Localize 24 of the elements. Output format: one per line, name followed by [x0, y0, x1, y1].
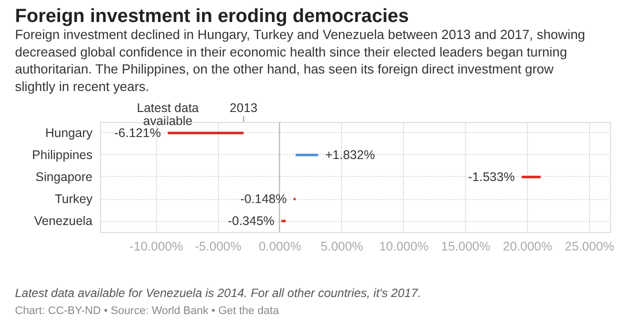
x-tick-label: 25.000% — [564, 240, 614, 254]
x-tick-label: 0.000% — [258, 240, 302, 254]
data-label: +1.832% — [325, 148, 375, 162]
x-tick-label: -10.000% — [129, 240, 183, 254]
text: Chart: CC-BY-ND • Source: World Bank • Get the data — [15, 305, 280, 317]
y-tick-label: Venezuela — [34, 214, 93, 228]
chart-title: Foreign investment in eroding democracies — [15, 6, 409, 27]
text: Latest data available for Venezuela is 2014. For all other countries, it's 2017. — [15, 286, 422, 300]
y-tick-label: Hungary — [45, 126, 94, 140]
x-tick-label: 15.000% — [440, 240, 490, 254]
chart-subtitle: Foreign investment declined in Hungary, Turkey and Venezuela between 2013 and 2017, showing decreased global confidence in their economic health since their elected leaders began turning authoritarian. The Philippines, on the other hand, has seen its foreign direct investment grow slightly in recent years. — [15, 27, 586, 94]
data-label: -0.345% — [228, 214, 274, 228]
x-tick-label: 5.000% — [320, 240, 364, 254]
data-label: -0.148% — [240, 192, 287, 206]
annotation: Latest data available — [136, 101, 199, 128]
data-label: -1.533% — [468, 170, 515, 184]
x-tick-label: -5.000% — [194, 240, 242, 254]
annotation: 2013 — [230, 101, 258, 115]
x-tick-label: 10.000% — [379, 240, 428, 254]
x-tick-label: 20.000% — [502, 240, 552, 254]
y-tick-label: Philippines — [32, 148, 92, 162]
y-tick-label: Turkey — [54, 192, 94, 206]
data-label: -6.121% — [114, 126, 161, 140]
y-tick-label: Singapore — [36, 170, 93, 184]
